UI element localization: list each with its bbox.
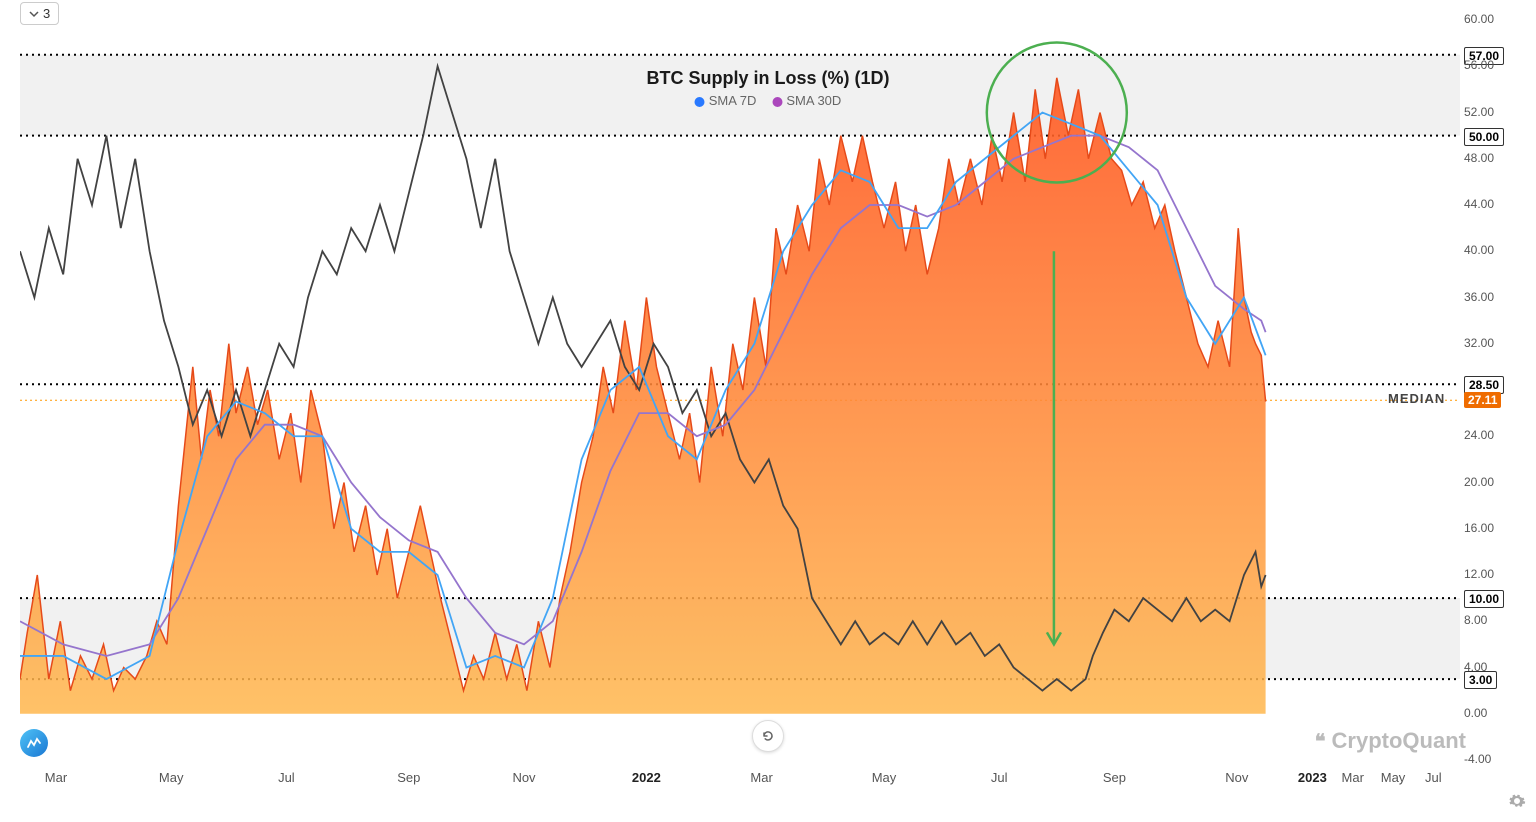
y-tick-label: 8.00 <box>1464 613 1487 627</box>
median-label: MEDIAN <box>1388 391 1445 406</box>
provider-icon[interactable] <box>20 729 48 757</box>
x-tick-label: May <box>1381 770 1406 785</box>
y-tick-label: 12.00 <box>1464 567 1494 581</box>
reset-button[interactable] <box>752 720 784 752</box>
x-tick-label: Nov <box>512 770 535 785</box>
y-tick-label: 3.00 <box>1464 671 1497 689</box>
x-tick-label: Sep <box>1103 770 1126 785</box>
x-tick-label: Mar <box>750 770 772 785</box>
interval-dropdown[interactable]: 3 <box>20 2 59 25</box>
x-tick-label: Sep <box>397 770 420 785</box>
y-tick-label: -4.00 <box>1464 752 1491 766</box>
x-tick-label: Mar <box>1342 770 1364 785</box>
undo-icon <box>760 728 776 744</box>
y-tick-label: 50.00 <box>1464 128 1504 146</box>
y-tick-label: 40.00 <box>1464 243 1494 257</box>
y-tick-label: 60.00 <box>1464 12 1494 26</box>
y-tick-label: 16.00 <box>1464 521 1494 535</box>
y-tick-label: 10.00 <box>1464 590 1504 608</box>
chart-container <box>20 20 1460 790</box>
x-tick-label: Jul <box>1425 770 1442 785</box>
interval-label: 3 <box>43 6 50 21</box>
y-tick-label: 36.00 <box>1464 290 1494 304</box>
x-tick-label: May <box>159 770 184 785</box>
x-tick-label: Jul <box>991 770 1008 785</box>
y-tick-label: 44.00 <box>1464 197 1494 211</box>
x-tick-label: 2022 <box>632 770 661 785</box>
x-tick-label: 2023 <box>1298 770 1327 785</box>
y-tick-label: 48.00 <box>1464 151 1494 165</box>
y-tick-label: 0.00 <box>1464 706 1487 720</box>
x-tick-label: Jul <box>278 770 295 785</box>
y-tick-label: 56.00 <box>1464 58 1494 72</box>
y-tick-label: 27.11 <box>1464 392 1501 408</box>
chevron-down-icon <box>29 9 39 19</box>
y-tick-label: 52.00 <box>1464 105 1494 119</box>
y-tick-label: 32.00 <box>1464 336 1494 350</box>
quote-icon: ❝ <box>1315 729 1326 754</box>
x-tick-label: Nov <box>1225 770 1248 785</box>
x-tick-label: May <box>872 770 897 785</box>
y-tick-label: 24.00 <box>1464 428 1494 442</box>
x-tick-label: Mar <box>45 770 67 785</box>
y-tick-label: 20.00 <box>1464 475 1494 489</box>
settings-button[interactable] <box>1508 792 1526 810</box>
chart-plot-area <box>20 20 1460 760</box>
watermark: ❝ CryptoQuant <box>1315 728 1466 754</box>
